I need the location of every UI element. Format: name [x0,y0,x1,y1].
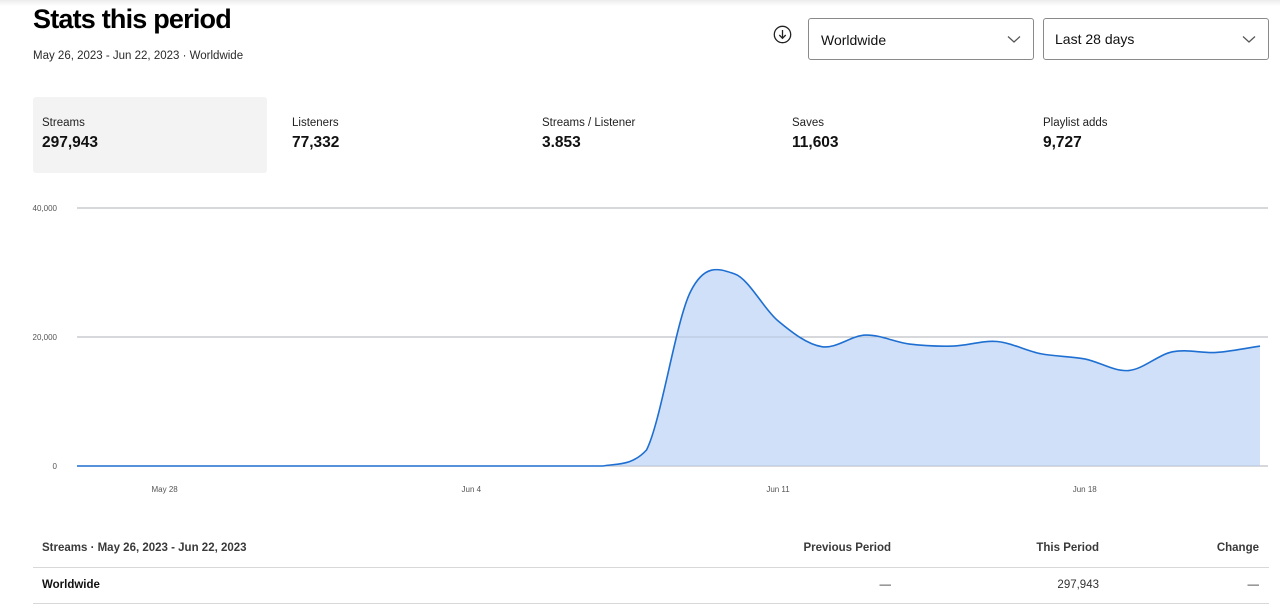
region-select-value: Worldwide [821,32,887,48]
chevron-down-icon [1007,36,1021,43]
date-range-select-value: Last 28 days [1055,31,1135,47]
download-icon[interactable] [773,25,792,44]
stat-label: Saves [792,117,824,129]
column-this-period: This Period [1036,542,1099,554]
stat-value: 11,603 [792,134,839,151]
x-tick-label: Jun 11 [766,485,790,494]
stat-label: Playlist adds [1043,117,1108,129]
stat-card-saves[interactable]: Saves 11,603 [783,97,1017,173]
table-header: Streams · May 26, 2023 - Jun 22, 2023 Pr… [33,530,1269,568]
stat-card-listeners[interactable]: Listeners 77,332 [283,97,517,173]
row-change-value: — [1247,579,1260,591]
row-previous-value: — [879,579,892,591]
series-line [76,268,1261,467]
top-shade [0,0,1280,6]
row-this-value: 297,943 [1057,579,1099,591]
date-range-select[interactable]: Last 28 days [1043,18,1269,60]
streams-area-chart: 40,000 20,000 0 May 28 Jun 4 Jun 11 Jun 18 [33,204,1268,494]
x-tick-label: Jun 4 [462,485,482,494]
stat-card-streams-per-listener[interactable]: Streams / Listener 3.853 [533,97,767,173]
table-row: Worldwide — 297,943 — [33,568,1269,604]
stat-card-streams[interactable]: Streams 297,943 [33,97,267,173]
row-region-name: Worldwide [42,579,100,591]
x-tick-label: May 28 [152,485,179,494]
stat-value: 297,943 [42,134,99,151]
y-tick-label: 40,000 [33,204,58,213]
page-title: Stats this period [33,4,232,34]
stat-label: Listeners [292,117,339,129]
stat-value: 9,727 [1043,134,1082,151]
stat-label: Streams / Listener [542,117,636,129]
y-tick-label: 20,000 [33,333,58,342]
series-area-fill [77,269,1260,466]
stat-value: 3.853 [542,134,581,151]
region-select[interactable]: Worldwide [808,18,1034,60]
column-previous-period: Previous Period [803,542,891,554]
streams-chart: 40,000 20,000 0 May 28 Jun 4 Jun 11 Jun 18 [0,195,1280,505]
stat-label: Streams [42,117,85,129]
y-tick-label: 0 [53,462,58,471]
table-header-label: Streams · May 26, 2023 - Jun 22, 2023 [42,542,247,554]
x-tick-label: Jun 18 [1073,485,1098,494]
stat-card-playlist-adds[interactable]: Playlist adds 9,727 [1034,97,1268,173]
stat-value: 77,332 [292,134,340,151]
chevron-down-icon [1242,36,1256,43]
period-subtitle: May 26, 2023 - Jun 22, 2023 · Worldwide [33,50,244,62]
column-change: Change [1216,542,1259,554]
